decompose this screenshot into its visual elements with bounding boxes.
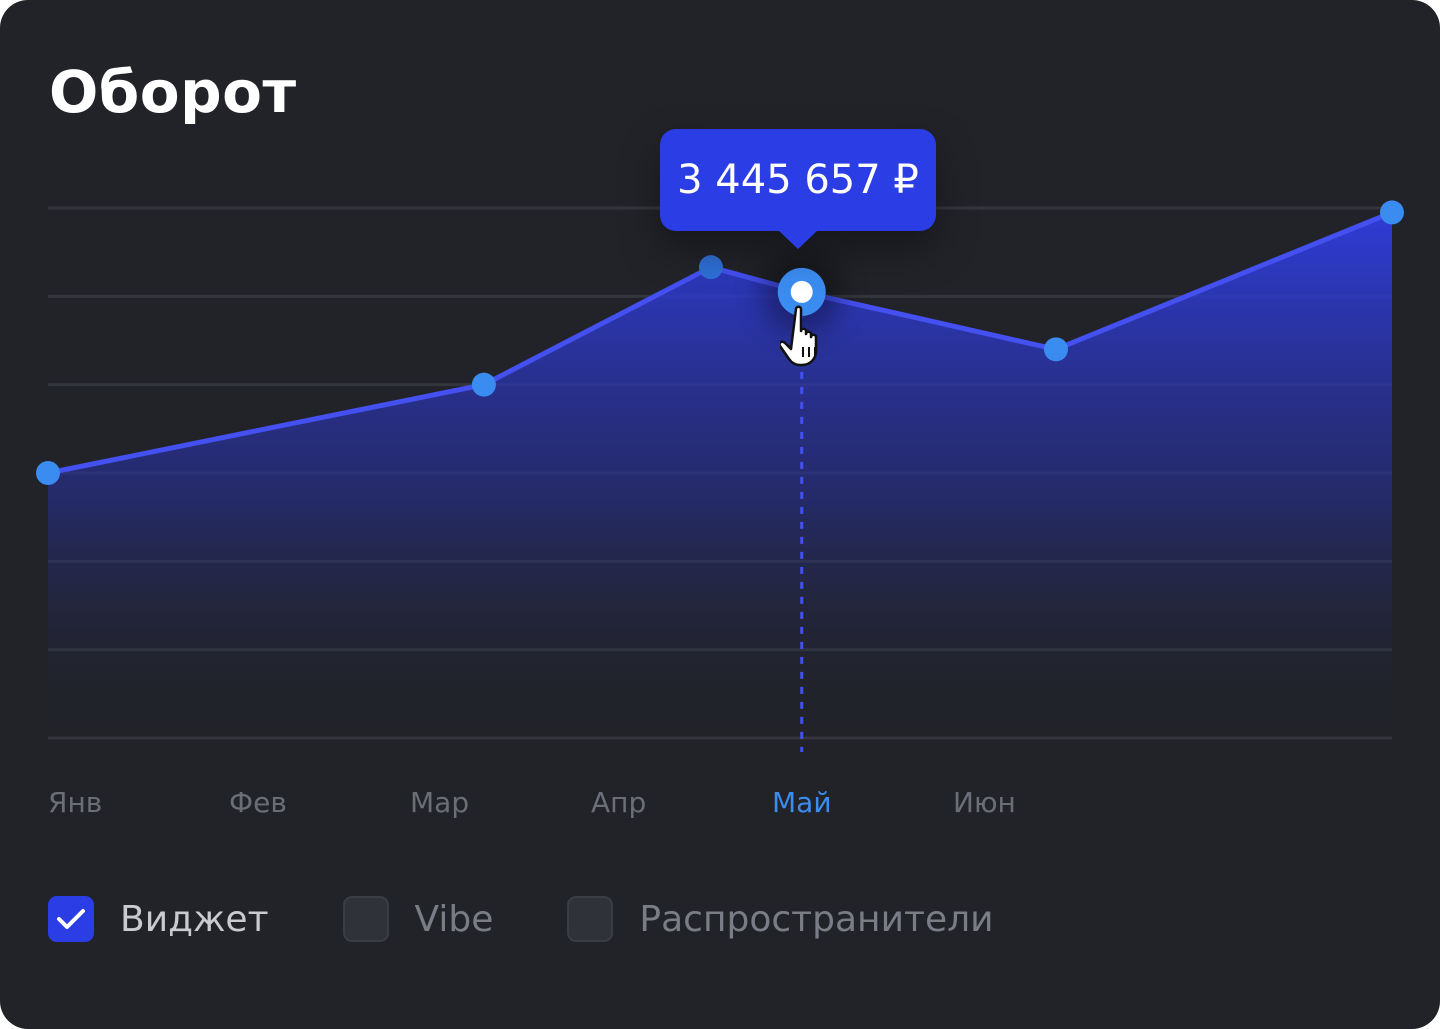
legend-item-vibe[interactable]: Vibe [342,896,494,942]
legend-label-distributors: Распространители [639,898,994,940]
chart-title: Оборот [49,58,297,126]
distributors-checkbox[interactable] [567,896,614,942]
hand-pointer-icon [780,305,818,367]
data-point[interactable] [1044,337,1068,362]
x-tick-label[interactable]: Фев [229,786,287,819]
x-tick-label[interactable]: Мар [410,786,469,819]
data-point[interactable] [698,255,723,280]
x-tick-label[interactable]: Май [772,786,832,819]
highlighted-point-center [790,280,813,303]
series-line [47,210,1393,476]
area-fill [48,212,1392,738]
check-icon [57,909,85,929]
widget-checkbox[interactable] [48,896,94,942]
legend: Виджет Vibe Распространители [48,896,1068,942]
x-tick-label[interactable]: Апр [591,786,646,819]
vibe-checkbox[interactable] [342,896,389,942]
legend-item-distributors[interactable]: Распространители [567,896,994,942]
legend-label-vibe: Vibe [414,898,494,940]
data-point[interactable] [1380,200,1404,225]
legend-label-widget: Виджет [120,898,269,940]
x-tick-label[interactable]: Июн [953,786,1016,819]
data-point[interactable] [471,372,496,397]
data-point[interactable] [36,461,60,485]
x-tick-label[interactable]: Янв [48,786,102,819]
value-tooltip: 3 445 657 ₽ [660,129,936,249]
legend-item-widget[interactable]: Виджет [48,896,269,942]
